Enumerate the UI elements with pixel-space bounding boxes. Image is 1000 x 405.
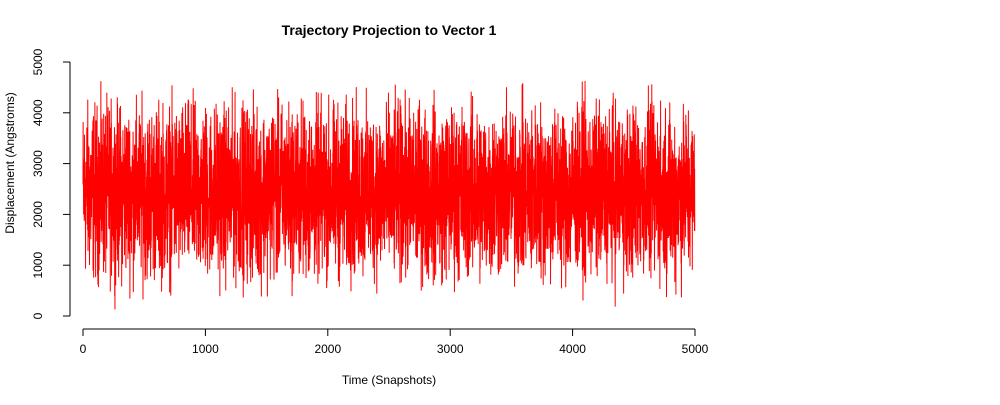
- x-tick-label: 5000: [682, 342, 709, 356]
- chart-title: Trajectory Projection to Vector 1: [282, 22, 497, 38]
- y-tick-label: 5000: [31, 48, 45, 75]
- y-axis-label: Displacement (Angstroms): [3, 92, 17, 233]
- y-tick-label: 1000: [31, 252, 45, 279]
- x-tick-label: 3000: [437, 342, 464, 356]
- y-tick-label: 2000: [31, 201, 45, 228]
- x-tick-label: 2000: [314, 342, 341, 356]
- axes-layer: 0 1000 2000 3000 4000 5000 0 1000 2000 3000 4000 50…: [31, 48, 709, 356]
- series-layer: [82, 80, 696, 310]
- y-tick-label: 0: [31, 312, 45, 319]
- x-tick-label: 0: [80, 342, 87, 356]
- y-tick-label: 4000: [31, 99, 45, 126]
- series-line: [82, 80, 696, 310]
- x-tick-label: 4000: [559, 342, 586, 356]
- x-tick-label: 1000: [192, 342, 219, 356]
- y-tick-label: 3000: [31, 150, 45, 177]
- x-axis-label: Time (Snapshots): [342, 373, 436, 387]
